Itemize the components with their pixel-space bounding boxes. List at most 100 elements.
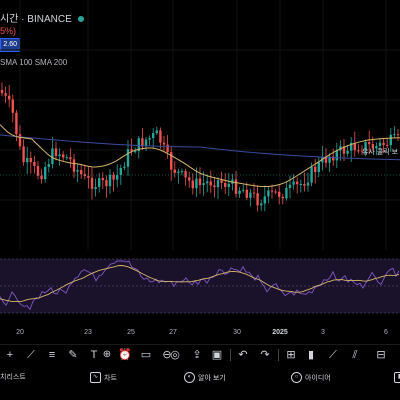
price-change: 5%) bbox=[0, 26, 17, 36]
candle-body bbox=[335, 150, 338, 161]
x-tick-label: 23 bbox=[84, 329, 92, 336]
nav-watchlist[interactable]: 치리스트 bbox=[0, 372, 26, 382]
nav-label: 아이디어 bbox=[305, 374, 331, 382]
alarm-icon[interactable]: ⏰ bbox=[118, 349, 132, 361]
candle-body bbox=[108, 174, 112, 187]
ruler-icon[interactable]: ▭ bbox=[140, 349, 152, 361]
symbol-header[interactable]: 시간 · BINANCE bbox=[0, 10, 84, 25]
market-status-icon bbox=[77, 16, 84, 23]
candle-body bbox=[191, 180, 194, 189]
candle-body bbox=[371, 144, 374, 149]
chart-icon: ∿ bbox=[90, 372, 101, 383]
chart-annotation[interactable]: 유사 클릭 보 bbox=[362, 149, 399, 156]
candle-body bbox=[90, 177, 94, 189]
candle-body bbox=[69, 157, 72, 160]
candle-body bbox=[155, 130, 158, 134]
candle-body bbox=[94, 186, 97, 189]
time-axis[interactable]: 20 23 25 27 30 2025 3 6 bbox=[0, 329, 400, 341]
candle-body bbox=[0, 90, 4, 94]
ideas-icon: ○ bbox=[291, 372, 302, 383]
candle-body bbox=[346, 150, 349, 154]
candle-body bbox=[274, 191, 277, 193]
candle-body bbox=[177, 171, 180, 173]
snapshot-icon[interactable]: ▣ bbox=[211, 349, 223, 361]
candle-body bbox=[242, 189, 245, 191]
candle-body bbox=[332, 156, 335, 161]
candle-body bbox=[267, 190, 270, 197]
candle-body bbox=[123, 166, 126, 168]
nav-label: 치리스트 bbox=[0, 374, 26, 381]
candle-body bbox=[342, 146, 346, 154]
candle-body bbox=[202, 183, 205, 185]
candle-body bbox=[144, 139, 148, 147]
compare-icon[interactable]: ⟋ bbox=[329, 349, 337, 361]
candle-body bbox=[278, 191, 281, 197]
candle-body bbox=[224, 182, 227, 187]
candle-body bbox=[389, 134, 392, 146]
candle-body bbox=[306, 182, 310, 186]
candle-body bbox=[11, 99, 14, 113]
nav-chart[interactable]: ∿ 차트 bbox=[90, 372, 117, 383]
candle-body bbox=[206, 181, 209, 184]
symbol-title: 시간 · BINANCE bbox=[0, 14, 72, 25]
candle-body bbox=[65, 157, 68, 159]
candle-body bbox=[76, 170, 79, 172]
magnet-icon[interactable]: ◎ bbox=[170, 349, 180, 361]
explore-icon: ◐ bbox=[184, 372, 195, 383]
candle-body bbox=[375, 146, 378, 149]
candle-body bbox=[51, 148, 54, 165]
text-icon[interactable]: T bbox=[90, 349, 98, 361]
toolbar-divider bbox=[278, 349, 279, 361]
x-tick-label: 25 bbox=[127, 329, 135, 336]
candle-body bbox=[195, 178, 198, 189]
candle-body bbox=[54, 148, 58, 157]
nav-ideas[interactable]: ○ 아이디어 bbox=[291, 372, 331, 383]
candle-body bbox=[317, 162, 320, 173]
redo-icon[interactable]: ↷ bbox=[260, 349, 270, 361]
candle-body bbox=[364, 142, 367, 151]
sma-200-line bbox=[0, 134, 400, 161]
nav-explore[interactable]: ◐ 알아 보기 bbox=[184, 372, 226, 383]
candle-body bbox=[112, 174, 115, 180]
bottom-navigation: 치리스트 ∿ 차트 ◐ 알아 보기 ○ 아이디어 ▮ bbox=[0, 368, 400, 392]
candle-body bbox=[18, 134, 22, 147]
add-icon[interactable]: ⊕ bbox=[102, 349, 112, 360]
candle-body bbox=[44, 166, 47, 180]
undo-icon[interactable]: ↶ bbox=[238, 349, 248, 361]
more-icon[interactable]: ⋮ bbox=[394, 348, 400, 362]
candle-body bbox=[209, 181, 212, 186]
candle-body bbox=[148, 138, 151, 140]
fibonacci-icon[interactable]: ≡ bbox=[48, 349, 56, 361]
price-chart[interactable] bbox=[0, 0, 400, 250]
candle-body bbox=[234, 179, 238, 194]
indicator-legend[interactable]: SMA 100 SMA 200 bbox=[0, 58, 68, 67]
rsi-pane[interactable] bbox=[0, 255, 400, 325]
candle-body bbox=[101, 178, 104, 181]
x-tick-label: 6 bbox=[384, 329, 388, 336]
fullscreen-icon[interactable]: ⊟ bbox=[376, 349, 386, 361]
brush-icon[interactable]: ✎ bbox=[68, 349, 78, 361]
candle-body bbox=[310, 166, 313, 183]
nav-more[interactable]: ▮ bbox=[394, 372, 400, 383]
layout-icon[interactable]: ⫽ bbox=[352, 349, 358, 361]
candle-body bbox=[270, 190, 274, 192]
candle-body bbox=[386, 145, 389, 147]
trendline-icon[interactable]: ⟋ bbox=[27, 349, 35, 361]
share-icon[interactable]: ⇪ bbox=[192, 349, 202, 361]
candle-body bbox=[8, 95, 11, 100]
candle-body bbox=[29, 158, 32, 163]
x-tick-label: 27 bbox=[169, 329, 177, 336]
candle-body bbox=[360, 150, 364, 152]
candle-body bbox=[353, 142, 356, 151]
measure-icon[interactable]: ⊖ bbox=[162, 349, 172, 361]
candle-body bbox=[87, 176, 90, 178]
candle-body bbox=[47, 164, 50, 167]
candle-body bbox=[62, 154, 65, 158]
candle-body bbox=[357, 150, 360, 152]
indicators-icon[interactable]: ⊞ bbox=[286, 349, 296, 361]
candle-body bbox=[36, 165, 40, 176]
replay-icon[interactable]: ▮ bbox=[307, 349, 315, 361]
candle-body bbox=[180, 171, 184, 173]
crosshair-icon[interactable]: + bbox=[6, 349, 14, 361]
candle-body bbox=[198, 178, 202, 185]
